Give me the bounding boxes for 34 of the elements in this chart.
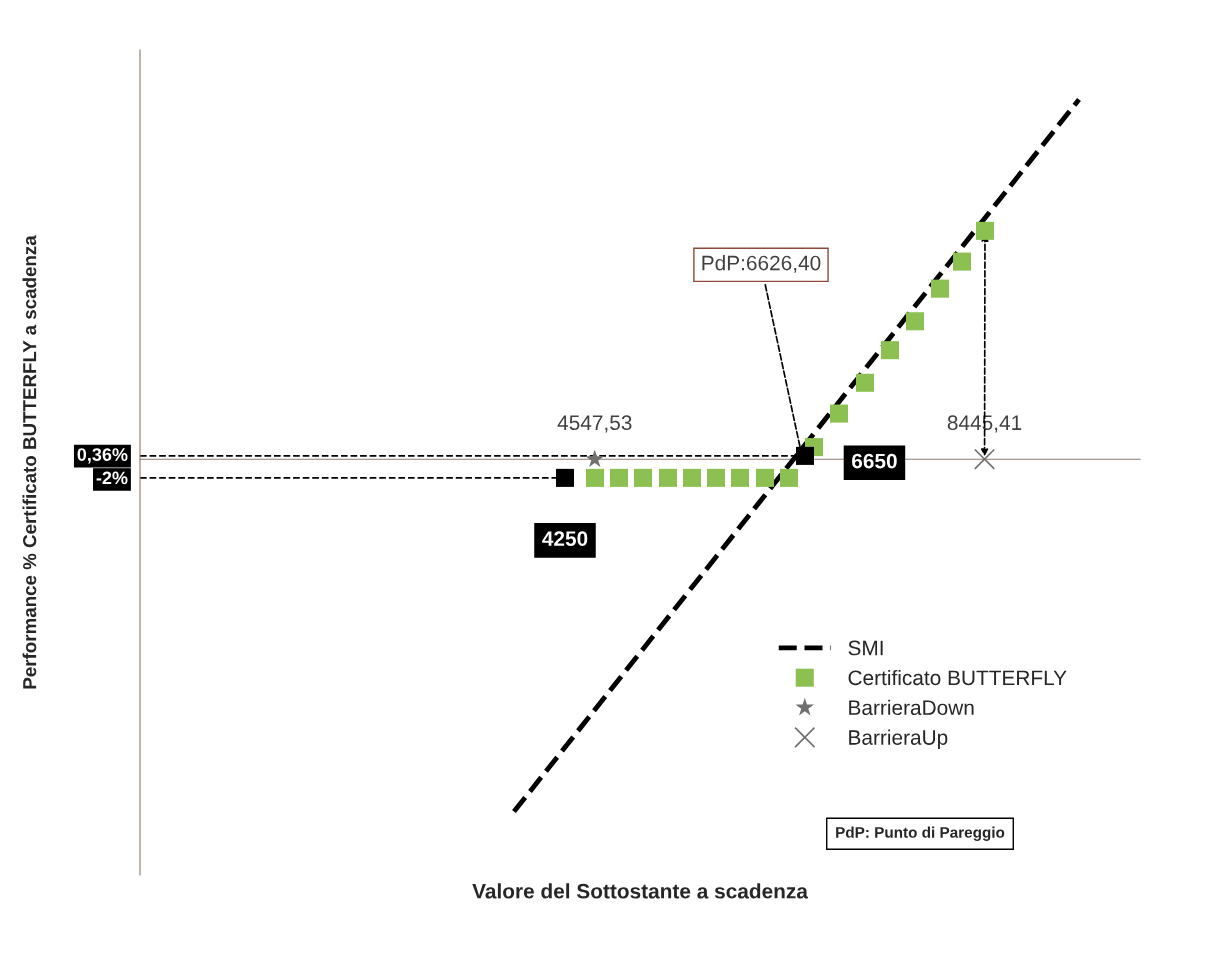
point bbox=[755, 468, 775, 487]
legend-label: Certificato BUTTERFLY bbox=[848, 669, 1067, 686]
point bbox=[633, 468, 653, 487]
point bbox=[779, 468, 799, 487]
point bbox=[795, 446, 815, 465]
point bbox=[730, 468, 750, 487]
point bbox=[952, 252, 972, 271]
legend-label: BarrieraUp bbox=[849, 729, 948, 749]
point bbox=[585, 468, 605, 487]
point bbox=[658, 468, 678, 487]
point bbox=[855, 373, 875, 392]
point bbox=[905, 312, 925, 331]
x-axis-title: Valore del Sottostante a scadenza bbox=[472, 883, 809, 899]
point bbox=[973, 448, 996, 470]
y-tick-label: 0,36% bbox=[77, 448, 128, 464]
point bbox=[555, 468, 575, 487]
annotation: 6650 bbox=[852, 453, 897, 469]
annotation: 4250 bbox=[542, 531, 588, 546]
point bbox=[585, 449, 604, 468]
x-tick-label: 8445,41 bbox=[947, 415, 1022, 433]
point bbox=[682, 468, 702, 487]
legend-label: SMI bbox=[848, 640, 883, 656]
y-tick-label: -2% bbox=[96, 471, 128, 485]
annotation: PdP: Punto di Pareggio bbox=[836, 826, 1005, 841]
point bbox=[975, 221, 995, 240]
x-tick-label: 4547,53 bbox=[557, 415, 632, 433]
y-axis-title: Performance % Certificato BUTTERFLY a scadenza bbox=[22, 235, 37, 689]
point bbox=[706, 468, 726, 487]
annotation: PdP:6626,40 bbox=[702, 255, 821, 273]
point bbox=[829, 404, 849, 423]
point bbox=[880, 341, 900, 360]
point bbox=[930, 279, 950, 298]
point bbox=[609, 468, 629, 487]
legend-label: BarrieraDown bbox=[849, 699, 974, 716]
